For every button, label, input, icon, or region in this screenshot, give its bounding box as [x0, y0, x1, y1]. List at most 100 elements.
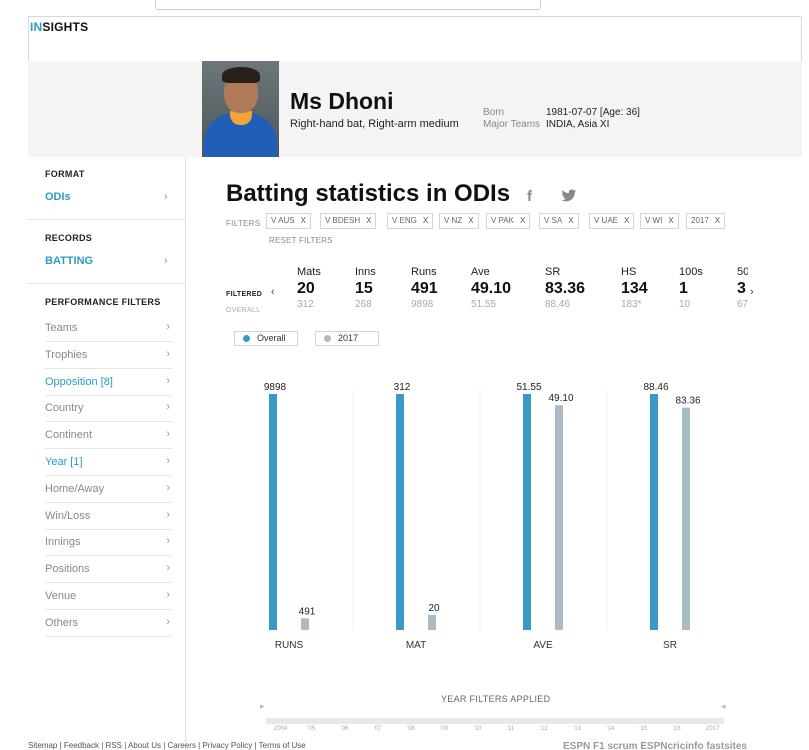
chevron-right-icon: ›: [166, 455, 170, 467]
divider: [28, 219, 186, 220]
stat-header: Mats: [297, 266, 321, 278]
triangle-left-icon[interactable]: ▸: [260, 701, 265, 711]
close-icon[interactable]: X: [300, 216, 306, 225]
reset-filters-link[interactable]: RESET FILTERS: [269, 236, 333, 245]
sidebar-item-trophies[interactable]: Trophies ›: [45, 342, 172, 369]
close-icon[interactable]: X: [519, 216, 526, 225]
year-tick[interactable]: '11: [506, 726, 514, 732]
sidebar-item-others[interactable]: Others ›: [45, 610, 172, 637]
chevron-right-icon[interactable]: ›: [164, 255, 168, 267]
site-header: INSIGHTS: [28, 16, 802, 62]
chevron-right-icon: ›: [166, 562, 170, 575]
sidebar-item-home-away[interactable]: Home/Away ›: [45, 476, 172, 503]
facebook-icon[interactable]: f: [527, 188, 532, 205]
records-selector[interactable]: BATTING: [45, 255, 94, 267]
year-tick[interactable]: '08: [406, 726, 415, 732]
bar-runs-overall[interactable]: [269, 394, 277, 630]
year-tick[interactable]: '06: [340, 726, 349, 732]
bar-runs-2017[interactable]: [301, 618, 309, 630]
chevron-left-icon[interactable]: ‹: [271, 286, 275, 298]
year-tick[interactable]: 2004: [274, 726, 288, 732]
year-slider-track[interactable]: [266, 718, 724, 724]
sidebar-item-label: Home/Away: [45, 482, 105, 495]
year-ticks: 2004 '05 '06 '07 '08 '09 '10 '11 '12 '13 '14 '15 '16…: [266, 726, 724, 736]
year-tick[interactable]: '07: [373, 726, 382, 732]
legend-overall[interactable]: Overall: [234, 331, 298, 346]
stat-header: Ave: [471, 266, 490, 278]
format-selector[interactable]: ODIs: [45, 191, 71, 203]
legend-2017[interactable]: 2017: [315, 331, 379, 346]
filter-chip[interactable]: V ENG X: [387, 213, 434, 229]
chevron-right-icon[interactable]: ›: [164, 191, 168, 203]
chevron-right-icon[interactable]: ›: [750, 286, 754, 298]
sidebar-item-continent[interactable]: Continent ›: [45, 422, 172, 450]
logo-accent: IN: [30, 20, 43, 34]
year-tick[interactable]: '14: [606, 726, 615, 732]
sidebar-item-country[interactable]: Country ›: [45, 395, 172, 423]
bar-mat-overall[interactable]: [396, 394, 404, 630]
stat-overall-value: 88.46: [545, 299, 571, 310]
filter-chip[interactable]: V BDESH X: [320, 213, 377, 229]
sidebar-item-label: Continent: [45, 429, 93, 442]
year-tick[interactable]: '09: [440, 726, 448, 732]
bar-ave-2017[interactable]: [555, 405, 563, 630]
filter-chip[interactable]: V PAK X: [486, 213, 531, 229]
close-icon[interactable]: X: [422, 216, 429, 225]
legend-overall-label: Overall: [257, 333, 286, 343]
filter-chip[interactable]: V UAE X: [589, 213, 635, 229]
year-tick[interactable]: '05: [307, 726, 316, 732]
bar-sr-overall[interactable]: [650, 394, 658, 630]
filter-chip[interactable]: V AUS X: [266, 213, 311, 229]
footer-brands[interactable]: ESPN F1 scrum ESPNcricinfo fastsites: [563, 741, 747, 750]
stat-column-inns: Inns 15 268: [355, 266, 376, 310]
close-icon[interactable]: X: [668, 216, 674, 225]
bar-sr-2017[interactable]: [682, 407, 690, 630]
triangle-right-icon[interactable]: ◂: [721, 701, 726, 711]
sidebar-item-positions[interactable]: Positions ›: [45, 556, 172, 584]
filter-chip[interactable]: 2017 X: [686, 213, 726, 229]
sidebar-item-label: Opposition [8]: [45, 375, 113, 388]
sidebar-item-venue[interactable]: Venue ›: [45, 583, 172, 610]
born-label: Born: [483, 107, 505, 118]
close-icon[interactable]: X: [366, 216, 372, 225]
close-icon[interactable]: X: [568, 216, 574, 225]
filter-chip[interactable]: V WI X: [640, 213, 679, 229]
stat-filtered-value: 491: [411, 280, 438, 297]
bar-mat-2017[interactable]: [428, 614, 436, 630]
footer-links[interactable]: Sitemap | Feedback | RSS | About Us | Ca…: [28, 741, 306, 750]
sidebar-item-win-loss[interactable]: Win/Loss ›: [45, 503, 172, 530]
stat-overall-value: 67: [737, 299, 748, 310]
year-tick[interactable]: '16: [672, 726, 681, 732]
chevron-right-icon: ›: [166, 535, 170, 548]
close-icon[interactable]: X: [468, 216, 474, 225]
sidebar-item-label: Positions: [45, 563, 90, 576]
filters-label: FILTERS: [226, 219, 261, 228]
data-label: 20: [428, 603, 440, 614]
sidebar-item-year[interactable]: Year [1] ›: [45, 449, 172, 476]
legend-dot: [324, 335, 331, 342]
close-icon[interactable]: X: [624, 216, 630, 225]
sidebar-item-innings[interactable]: Innings ›: [45, 529, 172, 557]
year-tick[interactable]: '13: [573, 726, 581, 732]
filter-chip[interactable]: V NZ X: [439, 213, 479, 229]
teams-value: INDIA, Asia XI: [546, 119, 610, 130]
year-tick[interactable]: '12: [539, 726, 548, 732]
player-name: Ms Dhoni: [290, 88, 394, 114]
bar-ave-overall[interactable]: [523, 394, 531, 630]
twitter-icon[interactable]: [561, 189, 577, 203]
sidebar-item-teams[interactable]: Teams ›: [45, 315, 172, 342]
filter-chip-label: V NZ: [444, 216, 463, 225]
filter-chip-label: V UAE: [594, 216, 619, 225]
insights-logo[interactable]: INSIGHTS: [30, 20, 88, 34]
teams-label: Major Teams: [483, 119, 541, 130]
year-tick[interactable]: '10: [473, 726, 482, 732]
sidebar-item-opposition[interactable]: Opposition [8] ›: [45, 369, 172, 396]
close-icon[interactable]: X: [714, 216, 721, 225]
search-box[interactable]: [155, 0, 541, 10]
filter-chip[interactable]: V SA X: [539, 213, 579, 229]
stat-column-mats: Mats 20 312: [297, 266, 321, 310]
year-tick[interactable]: '15: [639, 726, 648, 732]
stat-overall-value: 268: [355, 299, 372, 310]
divider: [28, 283, 186, 284]
year-tick[interactable]: 2017: [706, 726, 720, 732]
